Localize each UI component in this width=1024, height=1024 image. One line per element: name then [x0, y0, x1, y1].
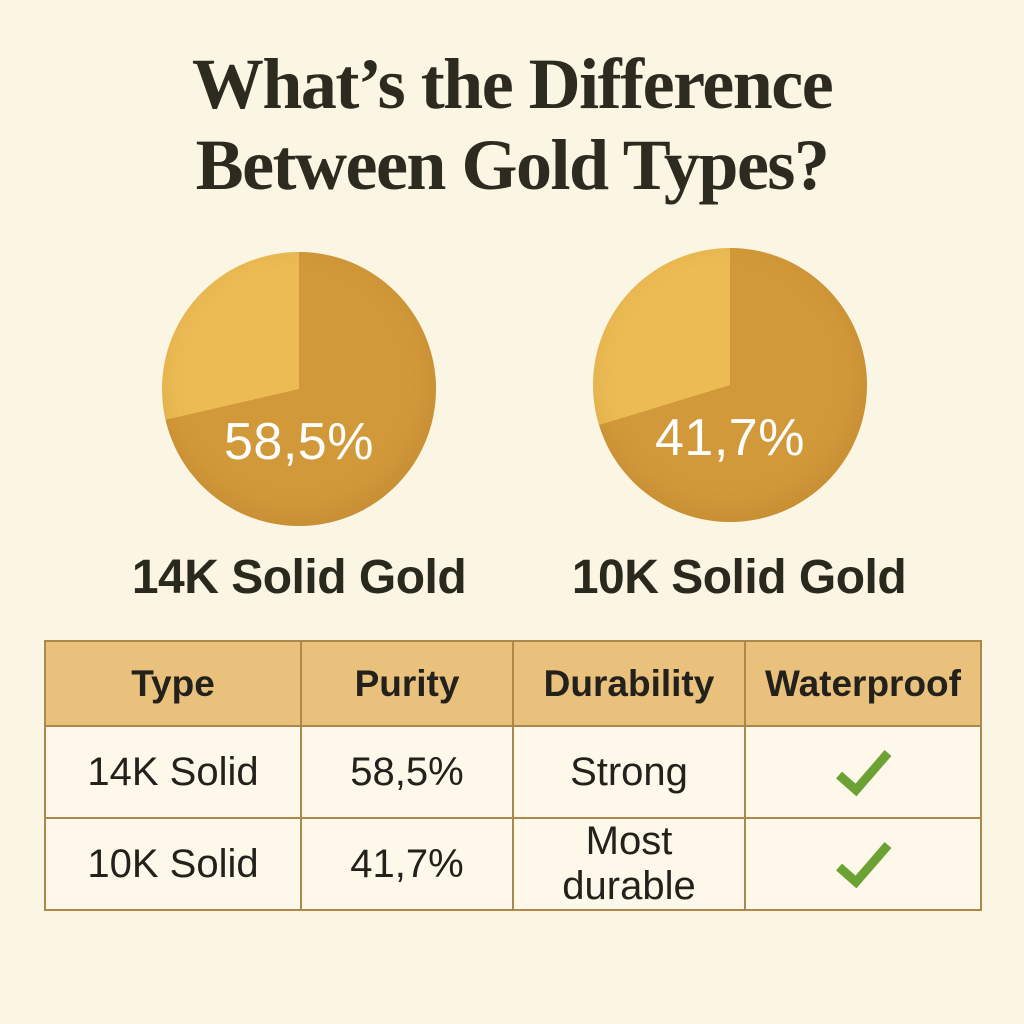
pie-chart-10k-gold: 41,7% [593, 248, 867, 522]
column-header-purity: Purity [300, 640, 514, 727]
column-header-type: Type [44, 640, 302, 727]
column-header-waterproof: Waterproof [744, 640, 982, 727]
checkmark-icon [836, 842, 892, 889]
checkmark-icon [836, 750, 892, 797]
cell-10k-durability: Most durable [512, 817, 746, 911]
pie-caption-10k-gold: 10K Solid Gold [571, 551, 907, 604]
cell-10k-purity: 41,7% [300, 817, 514, 911]
pie-caption-14k-gold: 14K Solid Gold [131, 551, 467, 604]
table-row-10k: 10K Solid 41,7% Most durable [44, 817, 982, 911]
column-header-durability: Durability [512, 640, 746, 727]
cell-14k-purity: 58,5% [300, 725, 514, 819]
cell-10k-type: 10K Solid [44, 817, 302, 911]
table-row-14k: 14K Solid 58,5% Strong [44, 725, 982, 819]
table-header-row: Type Purity Durability Waterproof [44, 640, 982, 727]
page-title: What’s the Difference Between Gold Types… [0, 44, 1024, 207]
cell-14k-type: 14K Solid [44, 725, 302, 819]
page-title-line1: What’s the Difference [191, 44, 834, 124]
cell-14k-waterproof [744, 725, 982, 819]
pie-value-label-14k: 58,5% [224, 413, 374, 471]
cell-10k-waterproof [744, 817, 982, 911]
page-title-line2: Between Gold Types? [195, 125, 830, 206]
comparison-table: Type Purity Durability Waterproof 14K So… [44, 640, 982, 911]
cell-14k-durability: Strong [512, 725, 746, 819]
pie-chart-14k-gold: 58,5% [162, 252, 436, 526]
pie-value-label-10k: 41,7% [655, 409, 805, 467]
